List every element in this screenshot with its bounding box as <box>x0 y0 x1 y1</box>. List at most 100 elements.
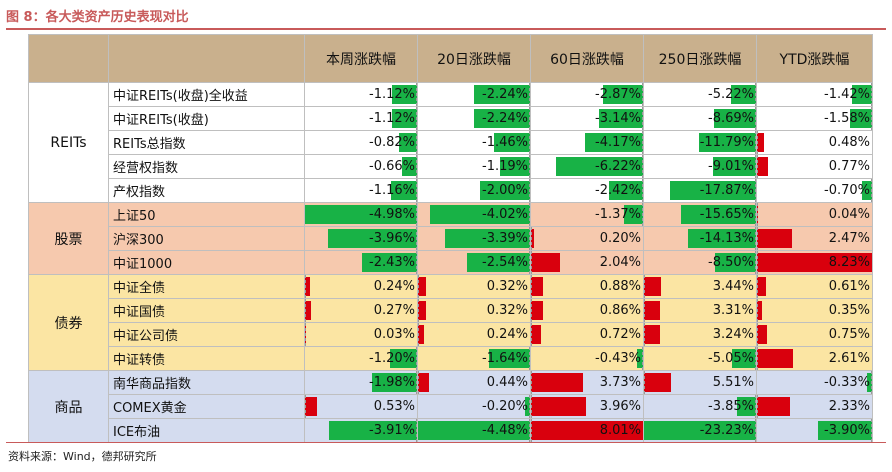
positive-bar <box>644 301 660 320</box>
metric-value: -1.42% <box>824 87 870 102</box>
negative-bar <box>390 181 417 200</box>
negative-bar <box>714 109 756 128</box>
positive-bar <box>531 421 643 440</box>
zero-axis <box>757 347 758 370</box>
table-row: 股票 上证50 -4.98% -4.02% -1.37% -15.65% 0.04% <box>28 202 873 275</box>
metric-cell: -3.14% <box>530 106 644 131</box>
metric-value: -0.82% <box>369 135 415 150</box>
negative-bar <box>500 157 530 176</box>
metric-value: -4.48% <box>482 423 528 438</box>
positive-bar <box>757 277 766 296</box>
metric-value: -8.69% <box>708 111 754 126</box>
metric-cell: 0.86% <box>530 298 644 323</box>
negative-bar <box>555 157 643 176</box>
metric-value: 8.01% <box>599 423 641 438</box>
metric-value: -3.91% <box>369 423 415 438</box>
zero-axis <box>529 179 530 202</box>
metric-cell: 0.27% <box>304 298 418 323</box>
asset-name: COMEX黄金 <box>108 394 305 419</box>
negative-bar <box>429 205 530 224</box>
zero-axis <box>416 371 417 394</box>
metric-cell: -0.33% <box>756 370 873 395</box>
metric-cell: -0.20% <box>417 394 531 419</box>
positive-bar <box>531 229 534 248</box>
metric-value: 8.23% <box>828 255 870 270</box>
positive-bar <box>531 301 543 320</box>
positive-bar <box>305 277 311 296</box>
zero-axis <box>755 179 756 202</box>
negative-bar <box>489 349 530 368</box>
metric-value: 3.73% <box>599 375 641 390</box>
metric-value: 3.24% <box>712 327 754 342</box>
negative-bar <box>602 85 643 104</box>
metric-cell: 0.24% <box>417 322 531 347</box>
zero-axis <box>642 179 643 202</box>
metric-cell: -1.37% <box>530 202 644 227</box>
asset-name: 沪深300 <box>108 226 305 251</box>
zero-axis <box>644 371 645 394</box>
zero-axis <box>642 83 643 106</box>
zero-axis <box>416 107 417 130</box>
zero-axis <box>529 131 530 154</box>
positive-bar <box>757 349 794 368</box>
zero-axis <box>755 419 756 442</box>
table-row: 中证转债 -1.20% -1.64% -0.43% -5.05% 2.61% <box>29 346 873 371</box>
metric-value: -5.05% <box>708 351 754 366</box>
zero-axis <box>757 203 758 226</box>
zero-axis <box>755 203 756 226</box>
negative-bar <box>669 181 756 200</box>
metric-value: -0.70% <box>824 183 870 198</box>
metric-cell: -5.22% <box>643 82 757 107</box>
metric-cell: -2.24% <box>417 106 531 131</box>
positive-bar <box>418 301 426 320</box>
metric-cell: 0.24% <box>304 274 418 299</box>
metric-value: 0.53% <box>373 399 415 414</box>
negative-bar <box>715 253 756 272</box>
metric-value: -2.87% <box>595 87 641 102</box>
asset-name: 中证公司债 <box>108 322 305 347</box>
zero-axis <box>642 107 643 130</box>
metric-value: 5.51% <box>712 375 754 390</box>
positive-bar <box>757 229 792 248</box>
metric-cell: -2.24% <box>417 82 531 107</box>
metric-cell: -3.90% <box>756 418 873 443</box>
positive-bar <box>305 397 317 416</box>
header-250d: 250日涨跌幅 <box>643 34 757 83</box>
negative-bar <box>390 349 417 368</box>
zero-axis <box>871 83 872 106</box>
metric-cell: 0.48% <box>756 130 873 155</box>
metric-value: -15.65% <box>699 207 754 222</box>
metric-value: -0.43% <box>595 351 641 366</box>
metric-cell: 0.53% <box>304 394 418 419</box>
negative-bar <box>398 133 417 152</box>
negative-bar <box>712 157 756 176</box>
negative-bar <box>731 349 756 368</box>
metric-value: -0.20% <box>482 399 528 414</box>
metric-value: -1.12% <box>369 111 415 126</box>
metric-cell: -17.87% <box>643 178 757 203</box>
negative-bar <box>362 253 417 272</box>
zero-axis <box>416 203 417 226</box>
metric-value: 2.04% <box>599 255 641 270</box>
metric-value: -14.13% <box>699 231 754 246</box>
metric-cell: 3.24% <box>643 322 757 347</box>
zero-axis <box>871 179 872 202</box>
negative-bar <box>636 349 643 368</box>
zero-axis <box>531 395 532 418</box>
metric-value: -6.22% <box>595 159 641 174</box>
metric-value: 0.24% <box>373 279 415 294</box>
negative-bar <box>730 85 756 104</box>
metric-cell: 0.75% <box>756 322 873 347</box>
metric-cell: -2.00% <box>417 178 531 203</box>
zero-axis <box>642 347 643 370</box>
zero-axis <box>416 155 417 178</box>
metric-cell: 0.44% <box>417 370 531 395</box>
metric-cell: -1.16% <box>304 178 418 203</box>
metric-cell: 0.61% <box>756 274 873 299</box>
zero-axis <box>529 251 530 274</box>
metric-cell: 0.20% <box>530 226 644 251</box>
header-group-blank <box>28 34 109 83</box>
metric-value: -1.12% <box>369 87 415 102</box>
metric-value: -0.66% <box>369 159 415 174</box>
zero-axis <box>531 299 532 322</box>
